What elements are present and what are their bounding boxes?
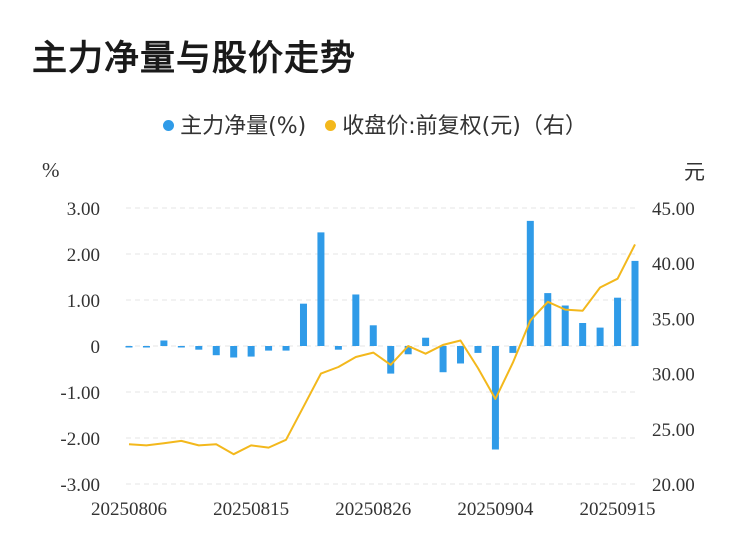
x-tick-label: 20250915 — [580, 499, 656, 520]
grid-lines — [126, 207, 636, 485]
chart-legend: 主力净量(%) 收盘价:前复权(元)（右） — [0, 108, 750, 140]
bar[interactable] — [526, 220, 534, 346]
bar[interactable] — [631, 260, 639, 346]
right-tick-label: 40.00 — [652, 254, 695, 275]
bar[interactable] — [422, 337, 430, 346]
left-tick-label: 3.00 — [67, 199, 100, 220]
legend-line-marker — [325, 119, 337, 131]
bar[interactable] — [195, 346, 203, 350]
price-line[interactable] — [128, 243, 636, 456]
bar[interactable] — [614, 297, 622, 346]
right-axis-unit: 元 — [684, 160, 705, 184]
bar[interactable] — [509, 346, 517, 353]
right-tick-label: 45.00 — [652, 199, 695, 220]
right-axis-ticks: 45.00 40.00 35.00 30.00 25.00 20.00 — [652, 199, 695, 496]
right-tick-label: 25.00 — [652, 420, 695, 441]
bar[interactable] — [282, 346, 290, 351]
bar[interactable] — [474, 346, 482, 353]
bar[interactable] — [457, 346, 465, 364]
bar[interactable] — [596, 327, 604, 346]
chart-title: 主力净量与股价走势 — [32, 39, 357, 79]
x-tick-label: 20250826 — [335, 499, 411, 520]
bar[interactable] — [334, 346, 342, 350]
bar[interactable] — [125, 346, 133, 348]
left-tick-label: 2.00 — [67, 245, 100, 266]
bar[interactable] — [299, 303, 307, 346]
bar-series — [125, 220, 639, 450]
x-tick-label: 20250806 — [91, 499, 167, 520]
bar[interactable] — [404, 346, 412, 355]
bar[interactable] — [160, 340, 168, 346]
left-tick-label: -3.00 — [60, 475, 100, 496]
line-series — [128, 243, 636, 456]
bar[interactable] — [265, 346, 273, 351]
right-tick-label: 20.00 — [652, 475, 695, 496]
bar[interactable] — [544, 293, 552, 346]
bar[interactable] — [579, 323, 587, 346]
left-tick-label: 1.00 — [67, 291, 100, 312]
x-tick-label: 20250815 — [213, 499, 289, 520]
bar[interactable] — [369, 325, 377, 346]
legend-bar-marker — [163, 119, 175, 131]
bar[interactable] — [247, 346, 255, 357]
left-tick-label: -1.00 — [60, 383, 100, 404]
left-axis-unit: % — [42, 158, 60, 182]
bar[interactable] — [212, 346, 220, 356]
x-tick-label: 20250904 — [457, 499, 534, 520]
legend-item-bar[interactable]: 主力净量(%) — [163, 108, 306, 140]
bar[interactable] — [352, 294, 360, 346]
right-tick-label: 35.00 — [652, 309, 695, 330]
left-axis-ticks: 3.00 2.00 1.00 0 -1.00 -2.00 -3.00 — [60, 199, 100, 496]
bar[interactable] — [317, 232, 325, 346]
bar[interactable] — [439, 346, 447, 373]
bar[interactable] — [230, 346, 238, 358]
bar[interactable] — [387, 346, 395, 374]
left-tick-label: -2.00 — [60, 429, 100, 450]
bar[interactable] — [142, 346, 150, 348]
x-axis-ticks: 20250806 20250815 20250826 20250904 20250915 — [91, 499, 656, 520]
right-tick-label: 30.00 — [652, 365, 695, 386]
left-tick-label: 0 — [91, 337, 101, 358]
bar[interactable] — [177, 346, 185, 348]
bar[interactable] — [561, 305, 569, 346]
legend-bar-label: 主力净量(%) — [180, 114, 307, 139]
legend-line-label: 收盘价:前复权(元)（右） — [342, 114, 587, 139]
legend-item-line[interactable]: 收盘价:前复权(元)（右） — [325, 108, 587, 140]
